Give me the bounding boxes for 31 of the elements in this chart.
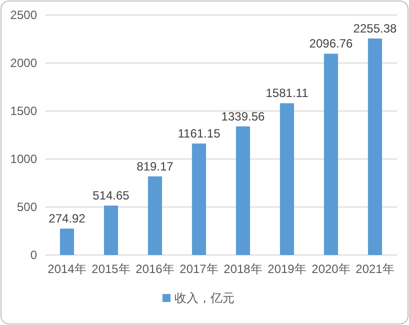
x-tick-label: 2020年 bbox=[312, 262, 350, 276]
bar bbox=[368, 38, 382, 255]
bar bbox=[236, 126, 250, 255]
data-label: 2255.38 bbox=[353, 21, 398, 36]
x-tick-label: 2014年 bbox=[48, 262, 86, 276]
bar bbox=[192, 144, 206, 255]
y-tick-label: 0 bbox=[30, 248, 38, 262]
y-tick-label: 2000 bbox=[10, 56, 38, 70]
legend-label: 收入，亿元 bbox=[174, 291, 234, 305]
data-label: 1339.56 bbox=[221, 109, 266, 124]
bar bbox=[148, 176, 162, 255]
x-tick-label: 2017年 bbox=[180, 262, 218, 276]
bar bbox=[60, 228, 74, 255]
bar bbox=[280, 103, 294, 255]
data-label: 1581.11 bbox=[266, 86, 309, 100]
data-label: 819.17 bbox=[136, 159, 174, 174]
y-tick-label: 1500 bbox=[10, 104, 38, 118]
y-tick-label: 1000 bbox=[10, 152, 38, 166]
x-tick-label: 2015年 bbox=[92, 262, 130, 276]
data-label: 514.65 bbox=[92, 188, 130, 203]
y-tick-label: 2500 bbox=[10, 8, 38, 22]
data-label: 1161.15 bbox=[178, 126, 221, 141]
y-tick-label: 500 bbox=[16, 200, 38, 214]
data-label: 274.92 bbox=[48, 212, 86, 226]
x-tick-label: 2019年 bbox=[268, 262, 306, 276]
data-label: 2096.76 bbox=[309, 36, 354, 51]
x-tick-label: 2021年 bbox=[356, 262, 394, 276]
bar bbox=[104, 206, 118, 255]
x-tick-label: 2018年 bbox=[224, 262, 262, 276]
x-tick-label: 2016年 bbox=[136, 262, 174, 276]
bar bbox=[324, 54, 338, 255]
